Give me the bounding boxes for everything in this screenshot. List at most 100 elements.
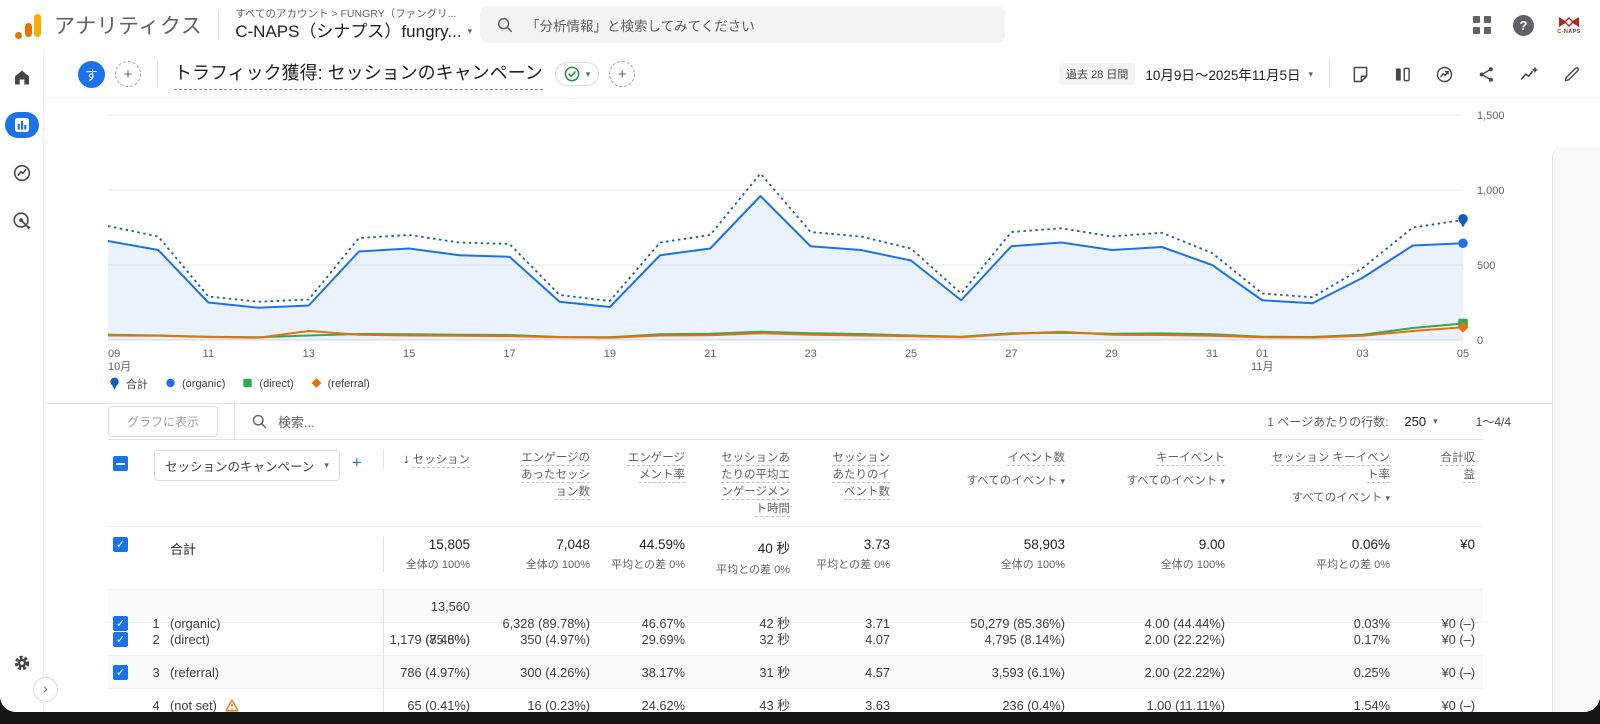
divider (218, 10, 219, 40)
note-icon[interactable] (1350, 64, 1371, 85)
square-marker-icon (241, 377, 254, 391)
totals-cell: 15,805全体の 100% (383, 537, 478, 572)
warning-icon (225, 699, 239, 712)
metric-cell: 4,795 (8.14%) (898, 623, 1073, 656)
select-all-checkbox[interactable] (113, 456, 128, 471)
intelligence-icon[interactable] (1434, 64, 1455, 85)
column-header[interactable]: エンゲージメント率 (598, 450, 693, 484)
row-checkbox[interactable] (113, 632, 128, 647)
legend-item[interactable]: (direct) (241, 377, 293, 391)
nav-home[interactable] (4, 62, 40, 92)
totals-checkbox[interactable] (113, 537, 128, 552)
metric-cell: ¥0 (–) (1398, 656, 1483, 689)
metric-cell: 236 (0.4%) (898, 689, 1073, 712)
add-metric-button[interactable]: + (609, 61, 635, 87)
totals-cell: 3.73平均との差 0% (798, 537, 898, 572)
table-row: 1(organic)13,560 (85.8%)6,328 (89.78%)46… (108, 589, 1483, 622)
help-icon[interactable]: ? (1513, 15, 1534, 36)
metric-filter-dropdown[interactable]: すべてのイベント ▾ (898, 473, 1065, 490)
nav-admin[interactable] (4, 648, 40, 678)
metric-cell: 0.25% (1233, 656, 1398, 689)
table-search-input[interactable]: 検索... (251, 412, 315, 431)
show-on-chart-button[interactable]: グラフに表示 (108, 406, 218, 437)
column-header[interactable]: ↓セッション (383, 450, 478, 469)
column-header[interactable]: 合計収益 (1398, 450, 1483, 484)
svg-text:0: 0 (1477, 335, 1483, 347)
table-row: 3(referral)786 (4.97%)300 (4.26%)38.17%3… (108, 655, 1483, 688)
expand-nav-button[interactable]: › (33, 677, 58, 702)
metric-cell: ¥0 (–) (1398, 689, 1483, 712)
dimension-dropdown[interactable]: セッションのキャンペーン ▾ (154, 450, 340, 481)
column-header[interactable]: キーイベントすべてのイベント ▾ (1073, 450, 1233, 490)
nav-advertising[interactable] (4, 206, 40, 236)
column-header[interactable]: エンゲージのあったセッション数 (478, 450, 598, 501)
column-header[interactable]: イベント数すべてのイベント ▾ (898, 450, 1073, 490)
table-search-placeholder: 検索... (278, 412, 315, 431)
svg-text:500: 500 (1477, 260, 1495, 272)
svg-text:13: 13 (303, 348, 315, 360)
row-checkbox[interactable] (113, 616, 128, 631)
legend-item[interactable]: 合計 (108, 376, 148, 392)
chevron-down-icon: ▾ (324, 460, 329, 471)
account-avatar[interactable]: C-NAPS (1556, 16, 1582, 35)
totals-cell: 9.00全体の 100% (1073, 537, 1233, 572)
add-comparison-button[interactable]: + (115, 61, 141, 87)
add-dimension-button[interactable]: + (352, 453, 362, 473)
svg-text:10月: 10月 (108, 361, 131, 373)
share-icon[interactable] (1476, 64, 1497, 85)
svg-text:11: 11 (203, 348, 214, 360)
column-header[interactable]: セッションあたりのイベント数 (798, 450, 898, 501)
svg-text:11月: 11月 (1251, 361, 1273, 373)
apps-grid-icon[interactable] (1473, 16, 1491, 34)
totals-cell: 58,903全体の 100% (898, 537, 1073, 572)
nav-reports[interactable] (4, 110, 40, 140)
totals-cell: 7,048全体の 100% (478, 537, 598, 572)
metric-cell: 38.17% (598, 656, 693, 689)
svg-text:27: 27 (1005, 348, 1017, 360)
metric-filter-dropdown[interactable]: すべてのイベント ▾ (1233, 490, 1390, 507)
search-input[interactable]: 「分析情報」と検索してみてください (480, 6, 1005, 43)
row-index: 3 (144, 665, 168, 680)
chevron-down-icon: ▾ (1220, 476, 1225, 486)
svg-text:01: 01 (1256, 348, 1268, 360)
column-header[interactable]: セッションあたりの平均エンゲージメント時間 (693, 450, 798, 518)
account-switcher[interactable]: すべてのアカウント > FUNGRY（ファングリ... C-NAPS（シナプス）… (235, 8, 472, 42)
date-range-value[interactable]: 10月9日〜2025年11月5日 (1145, 64, 1300, 84)
avatar-org-label: C-NAPS (1557, 29, 1580, 35)
legend-item[interactable]: (referral) (310, 377, 370, 391)
segment-chip[interactable]: す (78, 61, 105, 88)
metric-cell: 1,179 (7.46%) (383, 623, 478, 656)
divider (1329, 61, 1330, 87)
pin-marker-icon (108, 377, 121, 391)
right-panel-rail (1552, 147, 1600, 712)
property-name: C-NAPS（シナプス）fungry... (235, 21, 461, 42)
sparkline-insights-icon[interactable] (1518, 63, 1540, 85)
row-checkbox[interactable] (113, 665, 128, 680)
cnaps-logo-icon (1556, 16, 1582, 28)
totals-cell: 40 秒平均との差 0% (693, 537, 798, 577)
chevron-down-icon[interactable]: ▾ (1433, 416, 1438, 427)
legend-label: (direct) (259, 378, 293, 390)
metric-filter-dropdown[interactable]: すべてのイベント ▾ (1073, 473, 1225, 490)
legend-item[interactable]: (organic) (164, 377, 225, 391)
nav-explore[interactable] (4, 158, 40, 188)
pagination-range: 1〜4/4 (1476, 413, 1511, 430)
campaign-name: (not set) (168, 698, 383, 712)
svg-text:21: 21 (704, 348, 716, 360)
campaign-name: (direct) (168, 632, 383, 647)
product-name: アナリティクス (54, 10, 202, 40)
report-title[interactable]: トラフィック獲得: セッションのキャンペーン (174, 59, 543, 90)
report-status-badge[interactable]: ▾ (555, 62, 600, 86)
svg-text:03: 03 (1357, 348, 1369, 360)
svg-text:31: 31 (1206, 348, 1218, 360)
totals-label: 合計 (144, 537, 383, 558)
check-circle-icon (564, 66, 580, 82)
date-range-chip: 過去 28 日間 (1059, 63, 1135, 85)
edit-icon[interactable] (1561, 64, 1582, 85)
column-header[interactable]: セッション キーイベント率すべてのイベント ▾ (1233, 450, 1398, 507)
rows-per-page-value[interactable]: 250 (1404, 414, 1426, 429)
comparison-icon[interactable] (1392, 64, 1413, 85)
chevron-down-icon: ▾ (586, 69, 591, 80)
chevron-down-icon: ▾ (1385, 493, 1390, 503)
chevron-down-icon: ▾ (1308, 69, 1313, 80)
